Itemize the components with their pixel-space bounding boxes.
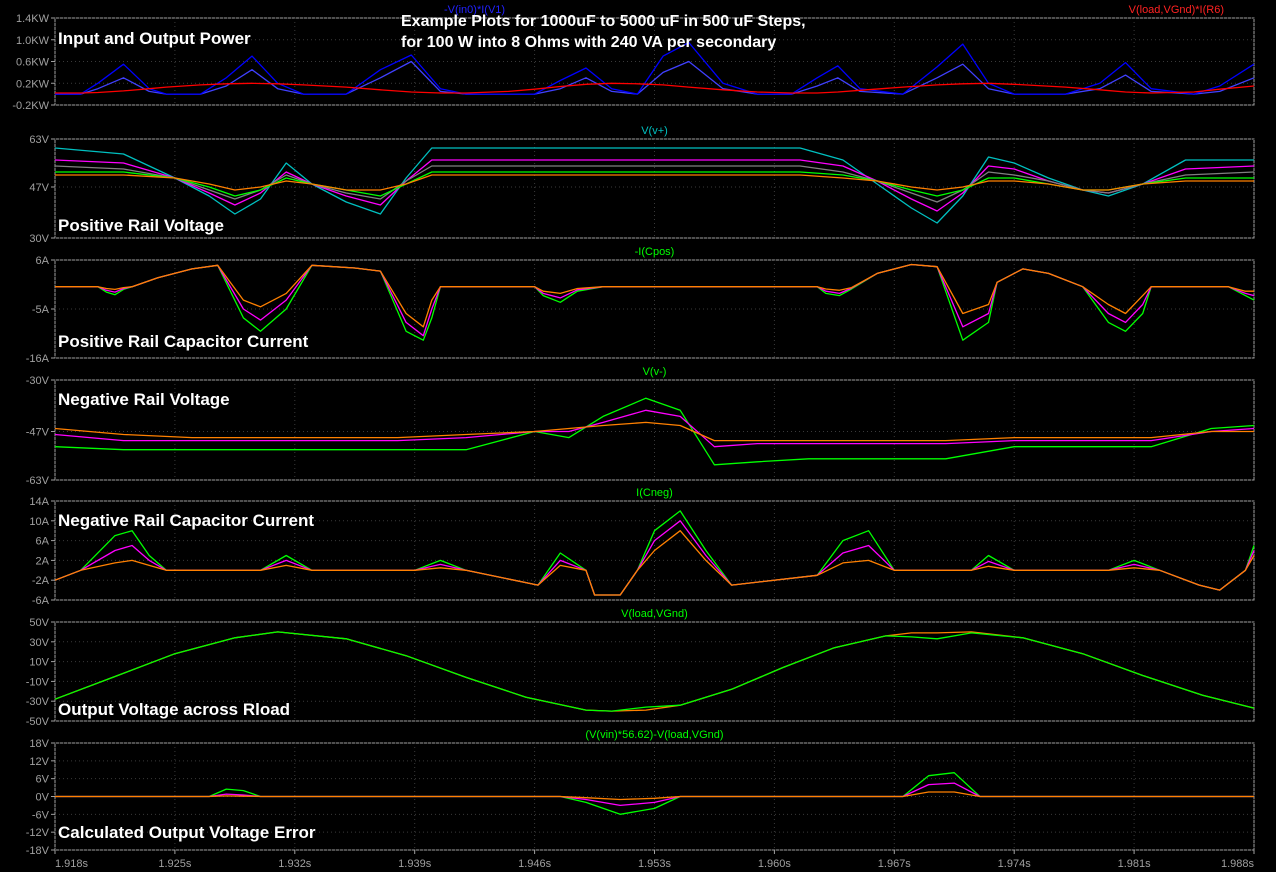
trace-line-3: [55, 263, 1254, 328]
y-tick-label: -10V: [26, 676, 50, 688]
x-tick-label: 1.918s: [55, 858, 89, 870]
y-tick-label: -16A: [26, 353, 50, 365]
plot-pane-4: -30V -47V -63V V(v-) Negative Rail Voltage: [26, 366, 1255, 487]
trace-label: V(load,VGnd): [621, 608, 688, 620]
y-tick-label: -6V: [32, 809, 50, 821]
plot-pane-6: 50V 30V 10V -10V -30V -50V V(load,VGnd) Output …: [26, 608, 1255, 728]
plot-pane-7: 18V 12V 6V 0V -6V -12V -18V (V(vin)*56.62)-V(lo…: [26, 729, 1255, 857]
trace-line-3: [54, 530, 1255, 596]
trace-line-3: [54, 421, 1254, 442]
trace-line-1: [54, 147, 1254, 224]
x-tick-label: 1.953s: [638, 858, 672, 870]
y-tick-label: 12V: [29, 756, 49, 768]
y-tick-label: 1.4KW: [16, 13, 50, 25]
trace-line-1: [54, 397, 1255, 466]
trace-line-3: [55, 82, 1255, 94]
x-tick-label: 1.981s: [1118, 858, 1152, 870]
y-tick-label: -12V: [26, 827, 50, 839]
trace-line-2: [55, 41, 1255, 95]
y-tick-label: 10V: [29, 657, 49, 669]
y-tick-label: -18V: [26, 845, 50, 857]
plot-note-line: Example Plots for 1000uF to 5000 uF in 5…: [401, 13, 806, 30]
trace-label: I(Cneg): [636, 487, 673, 499]
x-tick-label: 1.932s: [278, 858, 312, 870]
y-tick-label: -5A: [32, 304, 50, 316]
plot-pane-5: 14A 10A 6A 2A -2A -6A I(Cneg) Negative Rail Cap…: [29, 487, 1255, 607]
plot-pane-2: 63V 47V 30V V(v+) Positive Rail Voltage: [29, 125, 1255, 245]
y-tick-label: 14A: [29, 496, 49, 508]
y-tick-label: 50V: [29, 617, 49, 629]
y-tick-label: 0.2KW: [16, 78, 50, 90]
y-tick-label: -47V: [26, 427, 50, 439]
trace-label: (V(vin)*56.62)-V(load,VGnd): [585, 729, 723, 741]
y-tick-label: 6A: [36, 255, 50, 267]
trace-line-3: [55, 791, 1254, 801]
x-tick-label: 1.946s: [518, 858, 552, 870]
y-tick-label: -30V: [26, 696, 50, 708]
y-tick-label: -63V: [26, 475, 50, 487]
y-tick-label: 6A: [36, 536, 50, 548]
y-tick-label: 1.0KW: [16, 35, 50, 47]
y-tick-label: -6A: [32, 595, 50, 607]
plot-pane-3: 6A -5A -16A -I(Cpos) Positive Rail Capacitor…: [26, 246, 1255, 365]
x-tick-label: 1.974s: [998, 858, 1032, 870]
plot-note-line: for 100 W into 8 Ohms with 240 VA per se…: [401, 34, 776, 51]
plot-pane-1: 1.4KW 1.0KW 0.6KW 0.2KW -0.2KW -V(in0)*I(V1) V…: [12, 4, 1255, 112]
y-tick-label: 10A: [29, 516, 49, 528]
y-tick-label: 30V: [29, 637, 49, 649]
panel-title: Positive Rail Voltage: [58, 216, 224, 235]
panel-title: Negative Rail Voltage: [58, 390, 230, 409]
y-tick-label: 63V: [29, 134, 49, 146]
trace-line-2: [54, 409, 1255, 448]
y-tick-label: 30V: [29, 233, 49, 245]
trace-label: -I(Cpos): [635, 246, 675, 258]
trace-label: -V(in0)*I(V1): [444, 4, 505, 16]
panel-title: Input and Output Power: [58, 29, 251, 48]
panel-title: Output Voltage across Rload: [58, 700, 290, 719]
trace-label: V(v-): [643, 366, 667, 378]
y-tick-label: 0V: [36, 792, 50, 804]
panel-title: Calculated Output Voltage Error: [58, 823, 316, 842]
x-tick-label: 1.988s: [1221, 858, 1255, 870]
y-tick-label: 18V: [29, 738, 49, 750]
trace-line-1: [55, 772, 1254, 815]
y-tick-label: 47V: [29, 182, 49, 194]
trace-label: V(load,VGnd)*I(R6): [1129, 4, 1224, 16]
y-tick-label: 2A: [36, 555, 50, 567]
y-tick-label: -30V: [26, 375, 50, 387]
panel-title: Negative Rail Capacitor Current: [58, 511, 314, 530]
x-tick-label: 1.960s: [758, 858, 792, 870]
y-tick-label: 0.6KW: [16, 57, 50, 69]
trace-line-2: [55, 782, 1254, 807]
x-tick-label: 1.925s: [158, 858, 192, 870]
trace-line-2: [54, 631, 1255, 712]
y-tick-label: -2A: [32, 575, 50, 587]
x-tick-label: 1.967s: [878, 858, 912, 870]
trace-line-5: [55, 174, 1254, 191]
x-tick-label: 1.939s: [398, 858, 432, 870]
y-tick-label: -0.2KW: [12, 100, 49, 112]
panel-title: Positive Rail Capacitor Current: [58, 332, 309, 351]
trace-label: V(v+): [641, 125, 668, 137]
y-tick-label: -50V: [26, 716, 50, 728]
y-tick-label: 6V: [36, 774, 50, 786]
